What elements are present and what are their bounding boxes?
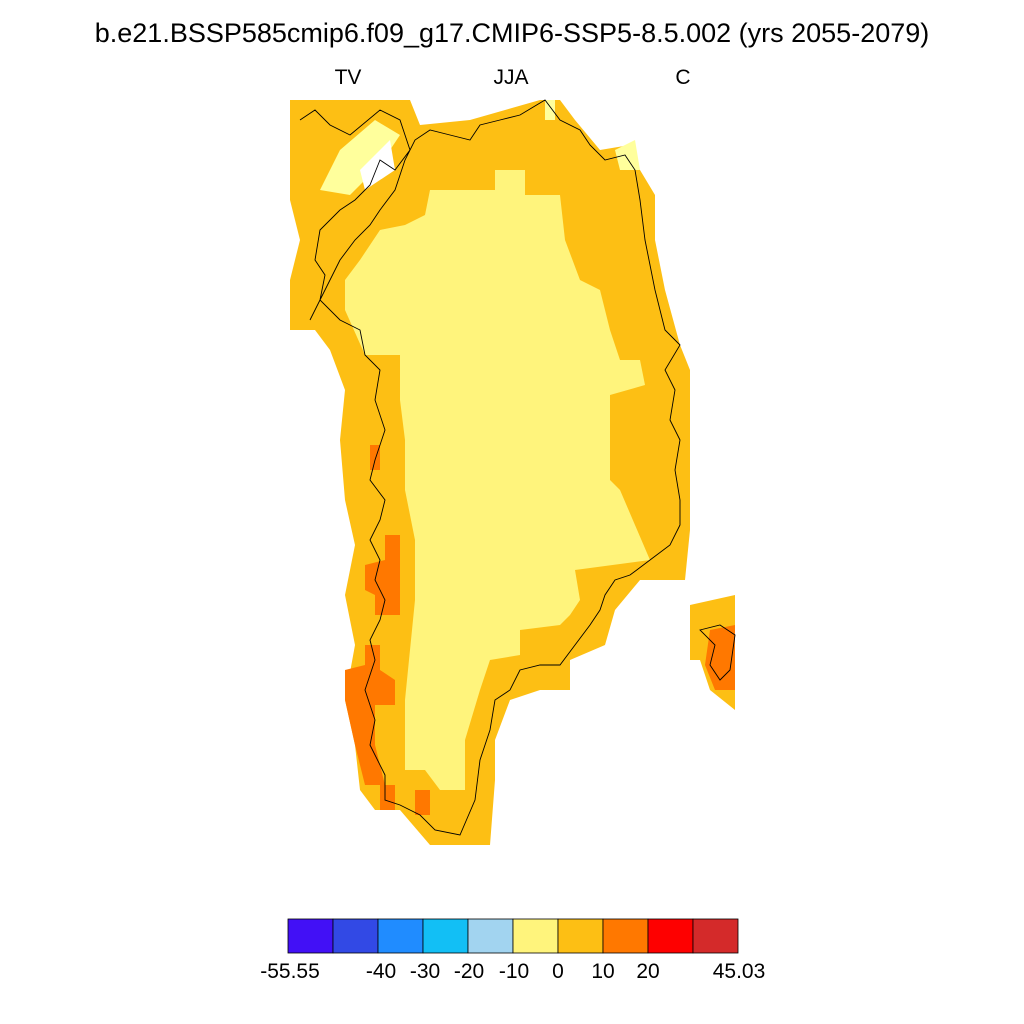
north-light-patch [320, 120, 400, 195]
warm-patch-3 [345, 645, 395, 785]
nw-gap [360, 140, 395, 190]
colorbar-swatch [692, 918, 739, 954]
north-light-patch-2 [545, 100, 555, 120]
colorbar-swatch [557, 918, 604, 954]
colorbar-swatch [377, 918, 424, 954]
interior-region [345, 170, 650, 790]
colorbar-tick-label: 20 [636, 960, 660, 983]
colorbar-swatch [287, 918, 334, 954]
variable-label: TV [334, 66, 362, 89]
colorbar-swatch [647, 918, 694, 954]
plot-title: b.e21.BSSP585cmip6.f09_g17.CMIP6-SSP5-8.… [94, 18, 930, 48]
colorbar-tick-label: -30 [409, 960, 441, 983]
colorbar-swatch [332, 918, 379, 954]
units-label: C [675, 66, 691, 89]
warm-patch-6 [705, 625, 735, 690]
colorbar-tick-label: 45.03 [712, 960, 766, 983]
colorbar-swatch [512, 918, 559, 954]
colorbar-swatch [602, 918, 649, 954]
season-label: JJA [493, 66, 529, 89]
colorbar-tick-label: -40 [365, 960, 397, 983]
warm-patch-2 [365, 535, 400, 615]
north-light-patch-3 [615, 140, 640, 170]
colorbar-swatch [467, 918, 514, 954]
colorbar-swatch [422, 918, 469, 954]
warm-patch-4 [380, 785, 395, 810]
colorbar-tick-label: 10 [591, 960, 615, 983]
colorbar-tick-label: -10 [498, 960, 530, 983]
colorbar-tick-label: 0 [552, 960, 564, 983]
coastline [299, 99, 736, 836]
warm-patch-5 [415, 790, 430, 815]
colorbar-tick-label: -20 [453, 960, 485, 983]
colorbar-tick-label: -55.55 [260, 960, 320, 983]
